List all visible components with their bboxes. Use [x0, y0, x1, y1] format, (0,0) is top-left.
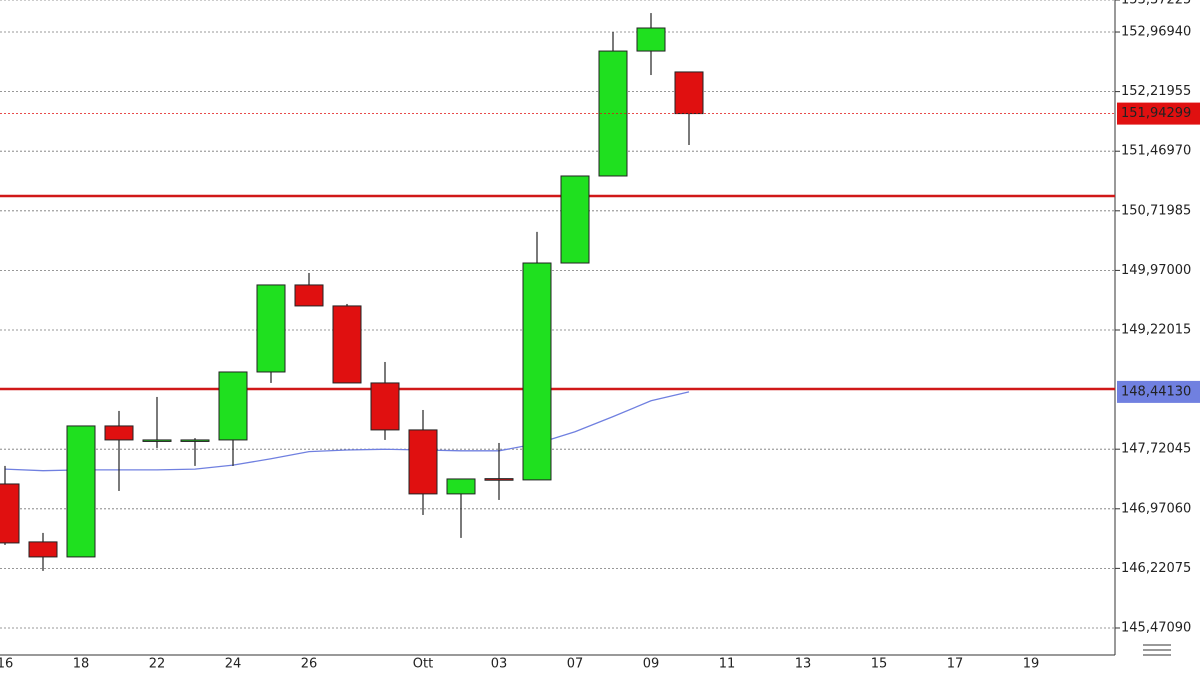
candle-body: [560, 175, 590, 264]
x-tick-label: 09: [643, 657, 660, 672]
candle-body: [370, 382, 400, 431]
x-tick-label: 26: [301, 657, 318, 672]
x-tick-label: 11: [719, 657, 736, 672]
candle-body: [294, 284, 324, 307]
ma-price-label: 148,44130: [1121, 384, 1191, 399]
candle-body: [28, 541, 58, 558]
candle-body: [66, 425, 96, 558]
y-tick-label: 145,47090: [1121, 620, 1191, 635]
candle-body: [408, 429, 438, 495]
y-tick-label: 147,72045: [1121, 442, 1191, 457]
candle-body: [180, 439, 210, 442]
y-tick-label: 149,97000: [1121, 263, 1191, 278]
y-tick-label: 146,97060: [1121, 501, 1191, 516]
current-price-box: [1117, 102, 1200, 125]
candle-body: [218, 371, 248, 441]
candle-body: [142, 439, 172, 442]
x-tick-label: 07: [567, 657, 584, 672]
candle-body: [256, 284, 286, 373]
y-tick-label: 151,46970: [1121, 144, 1191, 159]
x-tick-label: 16: [0, 657, 13, 672]
y-tick-label: 149,22015: [1121, 323, 1191, 338]
x-tick-label: 24: [225, 657, 242, 672]
y-tick-label: 150,71985: [1121, 203, 1191, 218]
x-tick-label: 13: [795, 657, 812, 672]
y-tick-label: 152,96940: [1121, 25, 1191, 40]
y-tick-label: 153,37225: [1121, 0, 1191, 8]
x-tick-label: 22: [149, 657, 166, 672]
ma-price-box: [1117, 380, 1200, 403]
y-tick-label: 152,21955: [1121, 84, 1191, 99]
x-tick-label: 15: [871, 657, 888, 672]
x-tick-label: 17: [947, 657, 964, 672]
x-tick-label: 19: [1023, 657, 1040, 672]
candle-body: [332, 305, 362, 384]
current-price-label: 151,94299: [1121, 106, 1191, 121]
candle-body: [484, 478, 514, 481]
candle-body: [674, 71, 704, 115]
y-tick-label: 146,22075: [1121, 561, 1191, 576]
menu-icon[interactable]: [1143, 644, 1171, 656]
candle-body: [636, 27, 666, 52]
candle-body: [446, 478, 476, 495]
x-tick-label: 18: [73, 657, 90, 672]
candle-body: [522, 262, 552, 481]
candle-body: [104, 425, 134, 441]
x-tick-label: 03: [491, 657, 508, 672]
candle-body: [0, 483, 20, 544]
x-tick-label: Ott: [413, 657, 433, 672]
